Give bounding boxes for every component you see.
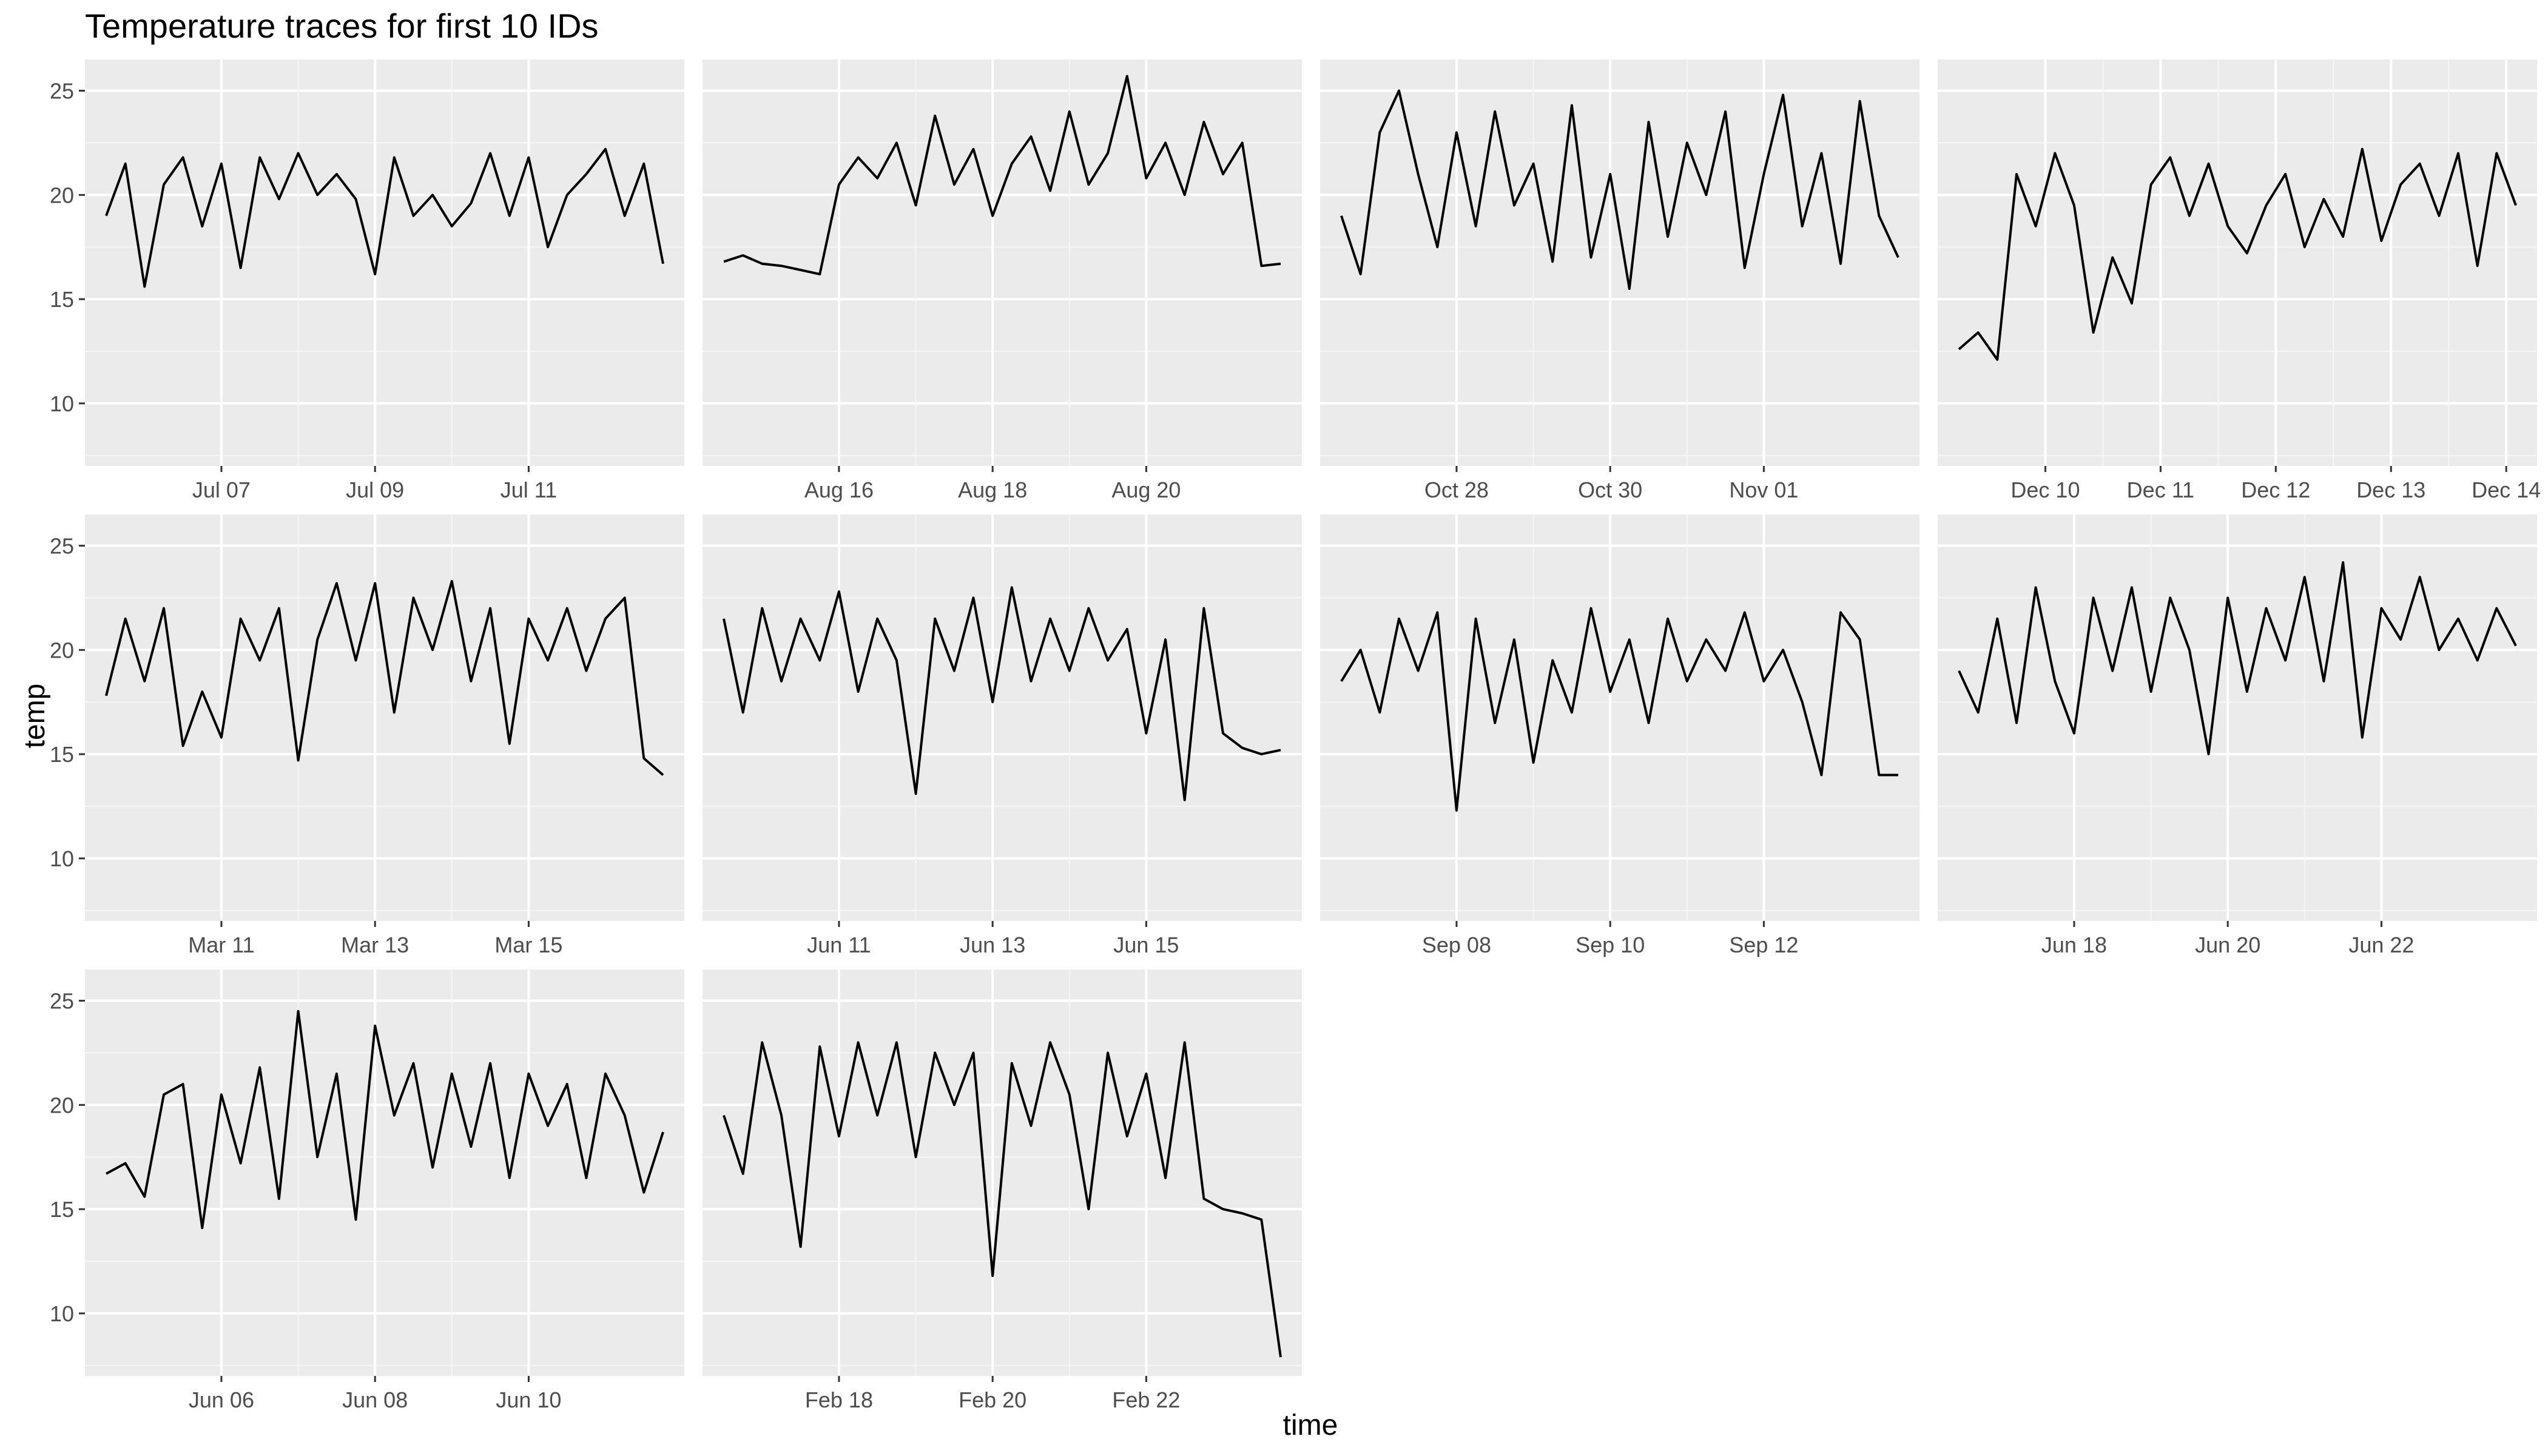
facet-panel: Aug 16 Aug 18 Aug 20: [703, 59, 1302, 502]
x-tick-label: Feb 18: [805, 1387, 873, 1412]
x-tick-label: Sep 08: [1422, 932, 1491, 957]
x-tick-label: Jun 22: [2348, 932, 2414, 957]
facet-panel: 10 15 20 25 Jul 07 Jul 09 Jul 11: [50, 59, 684, 502]
facet-panel: Oct 28 Oct 30 Nov 01: [1320, 59, 1919, 502]
panel-background: [1320, 514, 1919, 921]
panel-background: [1938, 59, 2537, 466]
x-tick-label: Aug 20: [1111, 477, 1181, 502]
x-tick-label: Feb 20: [959, 1387, 1026, 1412]
x-tick-label: Sep 12: [1729, 932, 1798, 957]
y-axis-label: temp: [19, 683, 51, 749]
panel-background: [1320, 59, 1919, 466]
panel-background: [703, 59, 1302, 466]
x-tick-label: Oct 30: [1578, 477, 1642, 502]
series-line: [1340, 89, 1899, 290]
x-tick-label: Mar 15: [494, 932, 562, 957]
series-line: [106, 1009, 664, 1230]
x-tick-label: Mar 13: [341, 932, 409, 957]
series-line: [105, 579, 664, 777]
y-tick-label: 10: [50, 1301, 74, 1326]
y-tick-label: 20: [50, 183, 74, 207]
panel-background: [703, 514, 1302, 921]
y-tick-label: 10: [50, 846, 74, 871]
x-tick-label: Jul 07: [192, 477, 251, 502]
x-tick-label: Oct 28: [1424, 477, 1489, 502]
x-tick-label: Dec 13: [2356, 477, 2425, 502]
y-tick-label: 20: [50, 638, 74, 662]
y-tick-label: 25: [50, 79, 74, 104]
x-tick-label: Jul 11: [500, 477, 557, 502]
x-tick-label: Jun 08: [342, 1387, 408, 1412]
x-tick-label: Aug 16: [804, 477, 874, 502]
panel-background: [85, 969, 684, 1376]
x-tick-label: Dec 12: [2241, 477, 2310, 502]
facet-panel: Sep 08 Sep 10 Sep 12: [1320, 514, 1919, 957]
x-tick-label: Nov 01: [1729, 477, 1798, 502]
chart-title: Temperature traces for first 10 IDs: [85, 7, 599, 45]
panel-background: [1938, 514, 2537, 921]
x-tick-label: Sep 10: [1576, 932, 1645, 957]
x-axis-label: time: [1282, 1409, 1338, 1441]
x-tick-label: Dec 14: [2472, 477, 2541, 502]
y-tick-label: 15: [50, 1197, 74, 1222]
series-line: [105, 147, 664, 288]
facet-panel: Jun 11 Jun 13 Jun 15: [703, 514, 1302, 957]
facet-panel: Jun 18 Jun 20 Jun 22: [1938, 514, 2537, 957]
facet-panel: 10 15 20 25 Jun 06 Jun 08 Jun 10: [50, 969, 684, 1412]
x-tick-label: Feb 22: [1112, 1387, 1180, 1412]
x-tick-label: Jun 10: [496, 1387, 561, 1412]
facet-panel: Feb 18 Feb 20 Feb 22: [703, 969, 1302, 1412]
facet-panel: Dec 10 Dec 11 Dec 12 Dec 13 Dec 14: [1938, 59, 2541, 502]
y-tick-label: 25: [50, 989, 74, 1014]
x-tick-label: Jun 15: [1113, 932, 1179, 957]
y-tick-label: 15: [50, 742, 74, 767]
series-line: [723, 586, 1281, 801]
y-tick-label: 10: [50, 391, 74, 416]
series-line: [723, 75, 1281, 275]
series-line: [723, 1041, 1282, 1358]
x-tick-label: Jun 11: [807, 932, 871, 957]
x-tick-label: Dec 10: [2010, 477, 2080, 502]
y-tick-label: 20: [50, 1093, 74, 1117]
x-tick-label: Mar 11: [188, 932, 254, 957]
x-tick-label: Aug 18: [958, 477, 1027, 502]
x-tick-label: Jul 09: [346, 477, 404, 502]
x-tick-label: Dec 11: [2127, 477, 2194, 502]
y-tick-label: 15: [50, 287, 74, 312]
panel-background: [85, 514, 684, 921]
x-tick-label: Jun 13: [960, 932, 1025, 957]
panel-background: [85, 59, 684, 466]
x-tick-label: Jun 18: [2041, 932, 2107, 957]
facet-panel: 10 15 20 25 Mar 11 Mar 13 Mar 15: [50, 514, 684, 957]
series-line: [1340, 607, 1898, 812]
series-line: [1958, 147, 2517, 361]
x-tick-label: Jun 06: [189, 1387, 254, 1412]
series-line: [1958, 561, 2517, 756]
y-tick-label: 25: [50, 534, 74, 559]
x-tick-label: Jun 20: [2195, 932, 2260, 957]
